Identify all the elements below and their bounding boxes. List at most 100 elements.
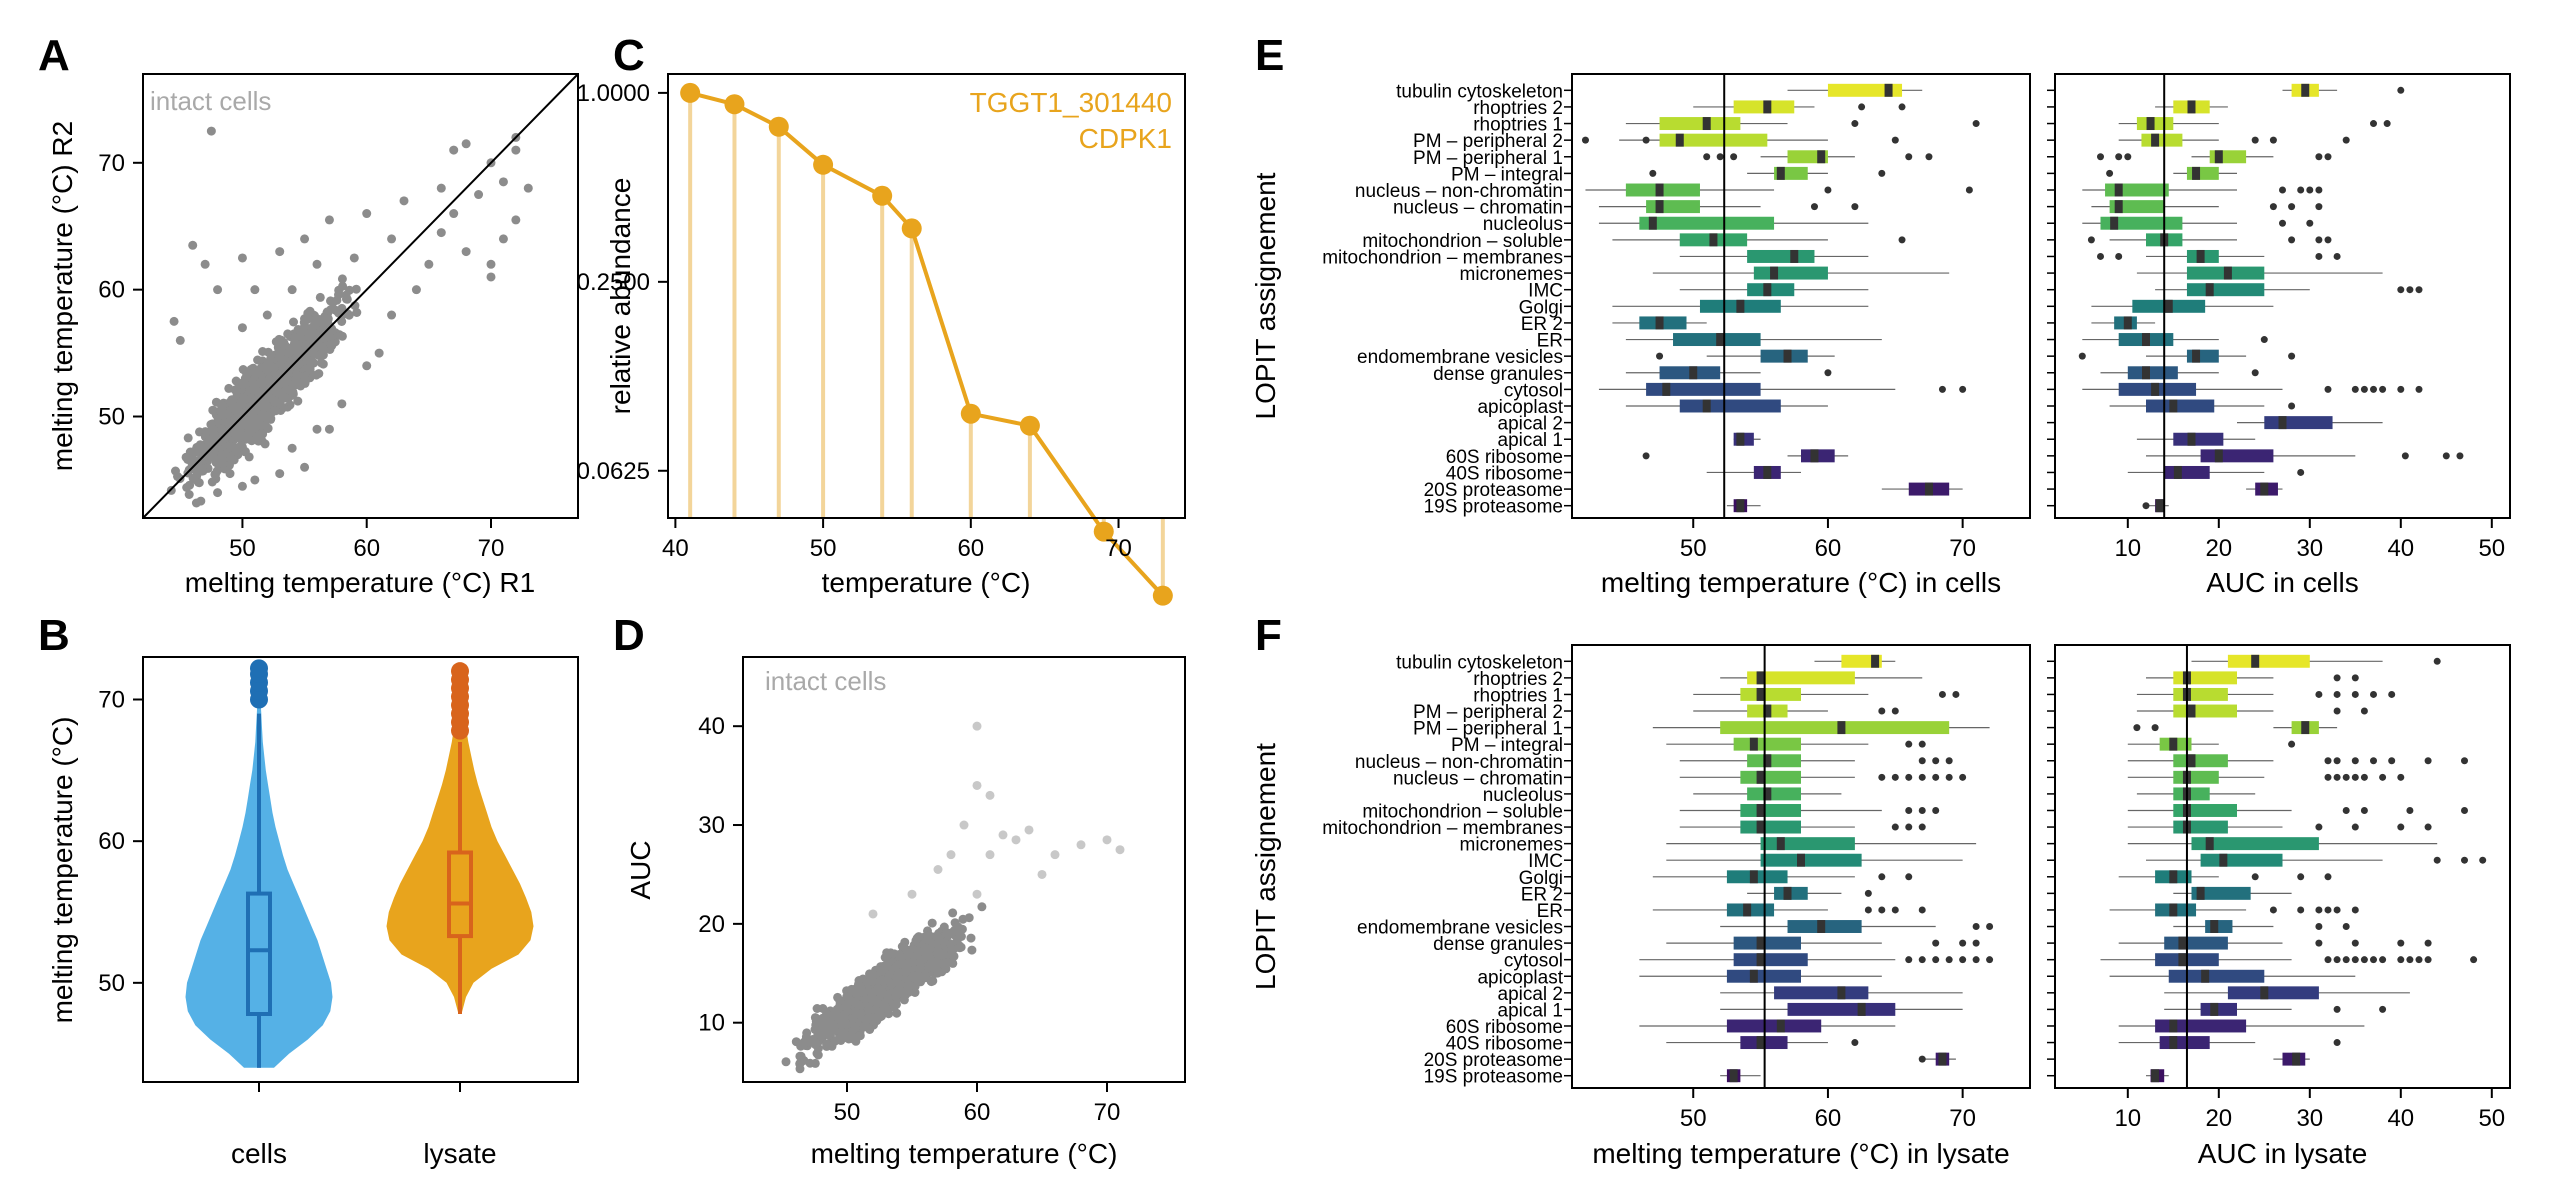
outlier-point <box>2251 369 2259 377</box>
scatter-point <box>823 1018 833 1028</box>
box-row <box>1733 432 1761 446</box>
iqr-box <box>1740 820 1801 834</box>
scatter-point <box>244 429 254 439</box>
outlier-point <box>2351 757 2359 765</box>
iqr-box <box>2109 200 2165 214</box>
median-mark <box>1709 233 1718 247</box>
outlier-point <box>1986 956 1994 964</box>
y-tick-label: 50 <box>98 404 125 431</box>
scatter-point-light <box>972 780 982 790</box>
data-point <box>813 154 834 175</box>
box-row <box>2091 299 2274 313</box>
outlier-point <box>1918 773 1926 781</box>
outlier-point <box>2333 1005 2341 1013</box>
outlier-point <box>1972 939 1980 947</box>
scatter-point <box>449 209 459 219</box>
outlier-point <box>2383 120 2391 128</box>
box-row <box>2136 266 2383 280</box>
outlier-point <box>1864 889 1872 897</box>
median-mark <box>1763 787 1772 801</box>
outlier-point <box>1932 939 1940 947</box>
scatter-point <box>882 948 892 958</box>
box-row <box>2118 1019 2365 1033</box>
median-mark <box>2187 100 2196 114</box>
iqr-box <box>2264 416 2333 430</box>
median-mark <box>1884 83 1893 97</box>
iqr-box <box>2186 283 2265 297</box>
scatter-point <box>884 1009 894 1019</box>
category-label: tubulin cytoskeleton <box>1396 652 1563 673</box>
outlier-point <box>2479 856 2487 864</box>
outlier-point <box>1959 385 1967 393</box>
scatter-point <box>281 384 291 394</box>
box-row <box>2127 465 2305 479</box>
scatter-point <box>284 348 294 358</box>
outlier-point <box>2315 923 2323 931</box>
scatter-point <box>225 469 235 479</box>
outlier-point <box>2297 468 2305 476</box>
outlier-point <box>1642 136 1650 144</box>
median-mark <box>1736 299 1745 313</box>
median-mark <box>2201 969 2210 983</box>
outlier-point <box>2288 352 2296 360</box>
iqr-box <box>2173 770 2219 784</box>
outlier-point <box>1918 806 1926 814</box>
scatter-point <box>272 374 282 384</box>
outlier-point <box>2461 806 2468 814</box>
y-tick-label: 70 <box>98 150 125 177</box>
iqr-box <box>2173 704 2237 718</box>
outlier-point <box>2397 86 2405 94</box>
scatter-point <box>886 979 896 989</box>
category-label: mitochondrion – membranes <box>1322 247 1563 268</box>
category-label: 40S ribosome <box>1446 1034 1563 1055</box>
outlier-point <box>2415 286 2423 294</box>
outlier-point <box>1959 773 1967 781</box>
category-label: ER 2 <box>1521 884 1563 905</box>
box-row <box>2097 150 2332 164</box>
median-mark <box>1924 482 1933 496</box>
outlier-point <box>2279 219 2286 227</box>
median-mark <box>1655 183 1664 197</box>
outlier-point <box>1986 923 1994 931</box>
median-mark <box>1736 432 1745 446</box>
category-label: apical 1 <box>1498 430 1564 451</box>
y-tick-label: 0.2500 <box>577 269 650 296</box>
outlier-point <box>2342 806 2350 814</box>
box-row <box>1652 870 1913 884</box>
x-tick-label: 50 <box>834 1099 861 1126</box>
iqr-box <box>1646 382 1761 396</box>
box-row <box>2078 349 2296 363</box>
x-tick-label: 60 <box>957 535 984 562</box>
scatter-point <box>323 314 333 324</box>
scatter-point <box>308 348 318 358</box>
panel-letter: C <box>613 31 645 80</box>
data-point <box>960 403 981 424</box>
scatter-point <box>300 234 310 244</box>
outlier-point <box>2124 153 2132 161</box>
scatter-point <box>864 1012 874 1022</box>
scatter-point <box>305 365 315 375</box>
scatter-point <box>942 928 952 937</box>
outlier-point <box>1851 120 1859 128</box>
box-row <box>1747 886 1872 900</box>
annotation: intact cells <box>765 666 886 696</box>
iqr-box <box>1747 787 1801 801</box>
box-row <box>2133 721 2338 735</box>
outlier-point <box>1932 757 1940 765</box>
x-tick-label: 50 <box>2478 535 2505 562</box>
outlier-point <box>2370 956 2377 964</box>
scatter-point <box>921 943 931 953</box>
scatter-point <box>300 378 310 388</box>
median-mark <box>2164 299 2173 313</box>
outlier-point <box>2078 352 2086 360</box>
scatter-point-light <box>868 909 878 919</box>
scatter-point <box>213 488 223 498</box>
iqr-box <box>1774 986 1869 1000</box>
data-point <box>901 218 922 239</box>
y-axis-label: AUC <box>625 840 656 899</box>
box-row <box>2091 316 2156 330</box>
category-label: 19S proteasome <box>1424 1067 1563 1088</box>
box-row <box>1693 704 1899 718</box>
scatter-point <box>231 425 241 435</box>
outlier-point <box>2315 236 2323 244</box>
